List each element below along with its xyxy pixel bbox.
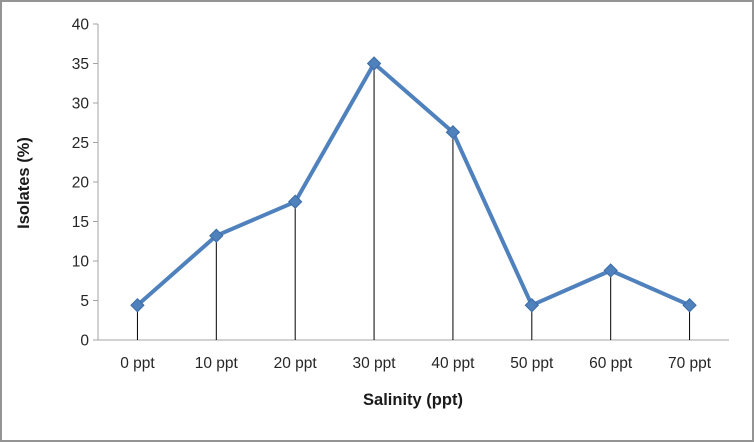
plot-area: 0 5 10 15 20 25 30 35 40 0 ppt 10 ppt 20 ppt 30 ppt 4… [72, 17, 729, 372]
x-axis-title: Salinity (ppt) [363, 391, 463, 409]
x-category-label: 0 ppt [120, 355, 155, 372]
y-tick-label: 5 [80, 293, 89, 310]
data-point-marker [682, 298, 697, 313]
y-tick-label: 30 [72, 96, 90, 113]
y-tick-label: 25 [72, 135, 89, 152]
data-point-marker [130, 298, 145, 313]
x-category-label: 40 ppt [431, 355, 475, 372]
x-category-label: 50 ppt [510, 355, 554, 372]
data-point-marker [524, 298, 540, 313]
x-category-label: 70 ppt [668, 355, 712, 372]
x-category-label: 60 ppt [589, 355, 633, 372]
x-category-label: 30 ppt [353, 355, 397, 372]
x-category-label: 10 ppt [195, 355, 239, 372]
x-category-label: 20 ppt [274, 355, 318, 372]
y-tick-label: 35 [72, 56, 89, 73]
series-line [135, 61, 692, 308]
data-point-marker [209, 228, 224, 243]
y-tick-label: 40 [72, 17, 90, 34]
y-tick-label: 15 [72, 214, 89, 231]
data-point-marker [445, 125, 461, 140]
y-tick-label: 20 [72, 175, 90, 192]
data-point-marker [287, 194, 303, 209]
y-axis-title: Isolates (%) [15, 137, 33, 229]
y-tick-label: 10 [72, 254, 90, 271]
y-tick-label: 0 [80, 333, 89, 350]
data-point-marker [366, 56, 382, 71]
data-point-marker [603, 263, 618, 278]
